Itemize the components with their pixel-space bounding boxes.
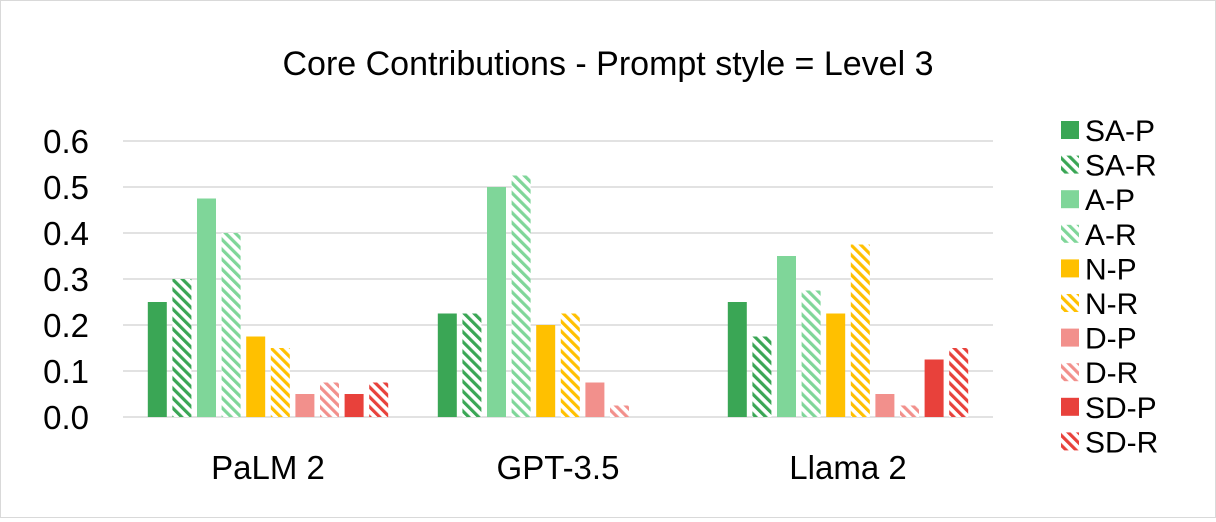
- bar-sa-p-1: [147, 302, 167, 417]
- legend-swatch-sa-r: [1061, 155, 1079, 174]
- bar-sa-r-2: [462, 313, 482, 417]
- legend-label-sa-r: SA-R: [1085, 150, 1157, 183]
- legend-label-sa-p: SA-P: [1085, 115, 1155, 148]
- bar-n-r-2: [560, 313, 580, 417]
- y-axis-ticks: 0.0 0.1 0.2 0.3 0.4 0.5 0.6: [43, 123, 89, 436]
- bars: [147, 175, 969, 417]
- legend-label-d-r: D-R: [1085, 357, 1138, 390]
- bar-d-r-3: [900, 405, 919, 417]
- bar-a-r-3: [801, 290, 821, 417]
- legend-swatch-sa-p: [1061, 121, 1079, 139]
- legend-swatch-n-r: [1061, 294, 1079, 312]
- y-tick-label: 0.5: [43, 169, 89, 206]
- legend: SA-PSA-RA-PA-RN-PN-RD-PD-RSD-PSD-R: [1061, 115, 1158, 459]
- bar-d-r-1: [320, 382, 339, 417]
- bar-n-p-1: [246, 336, 266, 417]
- x-tick-label: GPT-3.5: [497, 449, 620, 486]
- y-tick-label: 0.0: [43, 399, 89, 436]
- bar-sd-p-1: [344, 394, 364, 417]
- bar-n-r-1: [270, 348, 290, 417]
- x-tick-label: Llama 2: [789, 449, 906, 486]
- x-axis-labels: PaLM 2 GPT-3.5 Llama 2: [211, 449, 907, 486]
- bar-sd-p-3: [924, 359, 944, 417]
- y-tick-label: 0.2: [43, 307, 89, 344]
- legend-label-d-p: D-P: [1085, 323, 1137, 356]
- bar-sd-r-1: [369, 382, 389, 417]
- bar-d-r-2: [610, 405, 629, 417]
- y-tick-label: 0.4: [43, 215, 89, 252]
- bar-a-p-3: [777, 256, 796, 417]
- legend-label-n-p: N-P: [1085, 253, 1137, 286]
- bar-sa-p-3: [727, 302, 747, 417]
- legend-swatch-d-p: [1061, 328, 1079, 347]
- legend-swatch-a-r: [1061, 224, 1079, 243]
- y-tick-label: 0.6: [43, 123, 89, 160]
- legend-swatch-a-p: [1061, 190, 1079, 209]
- bar-n-r-3: [850, 244, 870, 417]
- legend-label-a-p: A-P: [1085, 184, 1135, 217]
- bar-d-p-3: [875, 394, 895, 417]
- bar-d-p-1: [295, 394, 315, 417]
- bar-a-r-2: [511, 175, 531, 417]
- legend-swatch-sd-p: [1061, 397, 1079, 416]
- bar-d-p-2: [585, 382, 605, 417]
- chart-title: Core Contributions - Prompt style = Leve…: [282, 45, 933, 83]
- legend-swatch-sd-r: [1061, 432, 1079, 451]
- bar-n-p-3: [826, 313, 846, 417]
- legend-swatch-d-r: [1061, 363, 1079, 382]
- legend-label-sd-p: SD-P: [1085, 392, 1157, 425]
- gridlines: [123, 140, 993, 418]
- bar-sa-r-3: [752, 336, 772, 417]
- bar-sa-r-1: [172, 279, 192, 417]
- legend-label-a-r: A-R: [1085, 219, 1137, 252]
- bar-a-r-1: [221, 233, 241, 417]
- bar-sd-r-3: [949, 348, 969, 417]
- legend-label-sd-r: SD-R: [1085, 426, 1158, 459]
- y-tick-label: 0.1: [43, 353, 89, 390]
- bar-a-p-1: [197, 198, 216, 417]
- bar-n-p-2: [536, 325, 556, 417]
- y-tick-label: 0.3: [43, 261, 89, 298]
- x-tick-label: PaLM 2: [211, 449, 325, 486]
- bar-sa-p-2: [437, 313, 457, 417]
- bar-a-p-2: [487, 187, 506, 417]
- legend-swatch-n-p: [1061, 259, 1079, 278]
- legend-label-n-r: N-R: [1085, 288, 1138, 321]
